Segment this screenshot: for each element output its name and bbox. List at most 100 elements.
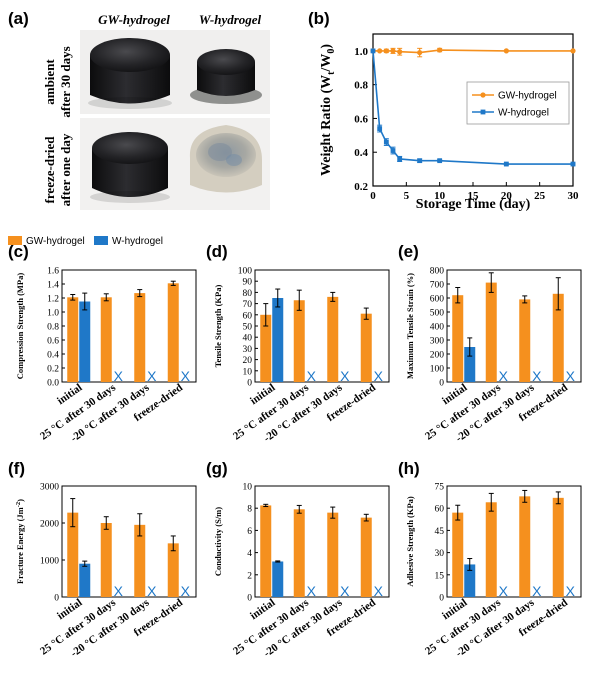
y-tick-label-7: 70 bbox=[243, 300, 253, 310]
absent-w-marker-2: X bbox=[340, 583, 350, 599]
photo-column-header-gw: GW-hydrogel bbox=[98, 12, 170, 27]
data-point-GW-hydrogel-5 bbox=[417, 49, 423, 56]
bar-w-0 bbox=[79, 301, 91, 382]
y-tick-label-3: 3000 bbox=[40, 483, 59, 493]
y-tick-label-3: 0.6 bbox=[47, 337, 59, 347]
panel-label-f: (f) bbox=[8, 459, 25, 478]
data-point-W-hydrogel-1 bbox=[377, 126, 383, 131]
bar-w-0 bbox=[464, 347, 476, 382]
y-axis-title: Adhesive Strength (KPa) bbox=[405, 496, 415, 587]
photo-freeze-dried bbox=[80, 118, 270, 210]
photo-row-label-ambient: ambient after 30 days bbox=[42, 46, 73, 117]
absent-w-marker-3: X bbox=[181, 583, 191, 599]
y-tick-label-3: 300 bbox=[430, 337, 445, 347]
data-point-GW-hydrogel-4 bbox=[397, 49, 403, 55]
data-point-GW-hydrogel-2 bbox=[383, 48, 389, 54]
legend-label-w: W-hydrogel bbox=[112, 236, 163, 247]
panel-label-e: (e) bbox=[398, 242, 419, 261]
photo-row-label-ambient-line2: after 30 days bbox=[58, 46, 73, 117]
panel-a: (a) GW-hydrogel W-hydrogel ambient after… bbox=[8, 9, 270, 210]
x-tick-label-1: 5 bbox=[404, 190, 410, 202]
x-tick-label-4: 20 bbox=[501, 190, 513, 202]
legend-marker-GW-hydrogel bbox=[480, 92, 486, 98]
bar-gw-2 bbox=[519, 496, 531, 597]
y-tick-label-3: 6 bbox=[247, 527, 252, 537]
y-axis-title: Fracture Energy (Jm-2) bbox=[15, 499, 25, 584]
y-tick-label-1: 0.2 bbox=[47, 365, 59, 375]
absent-w-marker-3: X bbox=[181, 368, 191, 384]
y-axis-title-part: ) bbox=[15, 499, 25, 502]
y-tick-label-5: 500 bbox=[430, 309, 445, 319]
y-tick-label-5: 50 bbox=[243, 323, 253, 333]
bar-gw-0 bbox=[452, 295, 464, 382]
y-tick-label-4: 60 bbox=[435, 505, 445, 515]
data-point-W-hydrogel-7 bbox=[503, 161, 509, 167]
y-tick-label-6: 600 bbox=[430, 295, 445, 305]
absent-w-marker-3: X bbox=[566, 583, 576, 599]
y-tick-label-4: 8 bbox=[247, 505, 252, 515]
y-tick-label-8: 80 bbox=[243, 289, 253, 299]
bar-w-0 bbox=[464, 564, 476, 597]
y-tick-label-1: 2 bbox=[247, 571, 252, 581]
x-tick-label-2: 10 bbox=[434, 190, 446, 202]
y-axis-title-part: -2 bbox=[15, 502, 22, 507]
plot-frame bbox=[254, 485, 390, 598]
bar-gw-0 bbox=[260, 505, 272, 597]
panel-label-g: (g) bbox=[206, 459, 228, 478]
data-point-W-hydrogel-0 bbox=[370, 48, 376, 54]
plot-frame bbox=[61, 485, 197, 598]
y-axis-title-part: 0 bbox=[326, 49, 337, 54]
y-axis-title: Maximum Tensile Strain (%) bbox=[405, 273, 415, 379]
legend-marker-W-hydrogel bbox=[480, 109, 486, 115]
bar-w-0 bbox=[272, 561, 284, 597]
absent-w-marker-1: X bbox=[499, 583, 509, 599]
w-hydrogel-sample-freeze-dried bbox=[189, 125, 262, 193]
y-tick-label-4: 40 bbox=[243, 334, 253, 344]
y-tick-label-1: 0.4 bbox=[354, 147, 368, 159]
y-tick-label-4: 1.0 bbox=[354, 46, 368, 58]
y-axis-title: Tensile Strength (KPa) bbox=[213, 285, 223, 368]
absent-w-marker-2: X bbox=[147, 583, 157, 599]
y-tick-label-6: 60 bbox=[243, 311, 253, 321]
panel-label-b: (b) bbox=[308, 9, 330, 28]
legend-swatch-gw bbox=[8, 236, 22, 245]
legend-swatch-w bbox=[94, 236, 108, 245]
y-tick-label-10: 100 bbox=[238, 267, 253, 277]
legend-box bbox=[466, 81, 570, 125]
bar-gw-3 bbox=[360, 517, 372, 597]
panel-label-h: (h) bbox=[398, 459, 420, 478]
legend-label-GW-hydrogel: GW-hydrogel bbox=[498, 91, 557, 102]
absent-w-marker-2: X bbox=[532, 368, 542, 384]
bar-gw-1 bbox=[485, 282, 497, 382]
bar-w-0 bbox=[79, 563, 91, 597]
data-point-W-hydrogel-2 bbox=[383, 139, 389, 145]
y-tick-label-8: 1.6 bbox=[47, 267, 59, 277]
y-tick-label-2: 200 bbox=[430, 351, 445, 361]
absent-w-marker-2: X bbox=[147, 368, 157, 384]
y-axis-title-part: ) bbox=[319, 44, 334, 49]
y-tick-label-3: 30 bbox=[243, 345, 253, 355]
absent-w-marker-1: X bbox=[114, 368, 124, 384]
y-tick-label-0: 0 bbox=[439, 379, 444, 389]
photo-row-label-freeze-line1: freeze-dried bbox=[42, 136, 57, 204]
bar-gw-1 bbox=[485, 502, 497, 597]
y-tick-label-7: 1.4 bbox=[47, 281, 59, 291]
bar-gw-1 bbox=[293, 509, 305, 597]
panel-b-weight-ratio-chart: (b) 0 5 10 15 20 25 30 0.2 0.4 0.6 0.8 1.0 Storage Ti… bbox=[308, 9, 579, 212]
y-tick-label-0: 0.0 bbox=[47, 379, 59, 389]
data-point-GW-hydrogel-8 bbox=[570, 48, 576, 54]
data-point-W-hydrogel-4 bbox=[397, 156, 403, 162]
panel-label-d: (d) bbox=[206, 242, 228, 261]
y-tick-label-9: 90 bbox=[243, 278, 253, 288]
data-point-GW-hydrogel-7 bbox=[503, 48, 509, 54]
bar-gw-2 bbox=[327, 512, 339, 597]
bar-gw-0 bbox=[452, 512, 464, 597]
bar-w-0 bbox=[272, 298, 284, 382]
bar-gw-3 bbox=[167, 543, 179, 597]
y-tick-label-6: 1.2 bbox=[47, 295, 59, 305]
photo-ambient bbox=[80, 30, 270, 114]
y-axis-title-part: t bbox=[326, 71, 337, 75]
gw-hydrogel-sample-freeze-dried bbox=[90, 132, 170, 203]
